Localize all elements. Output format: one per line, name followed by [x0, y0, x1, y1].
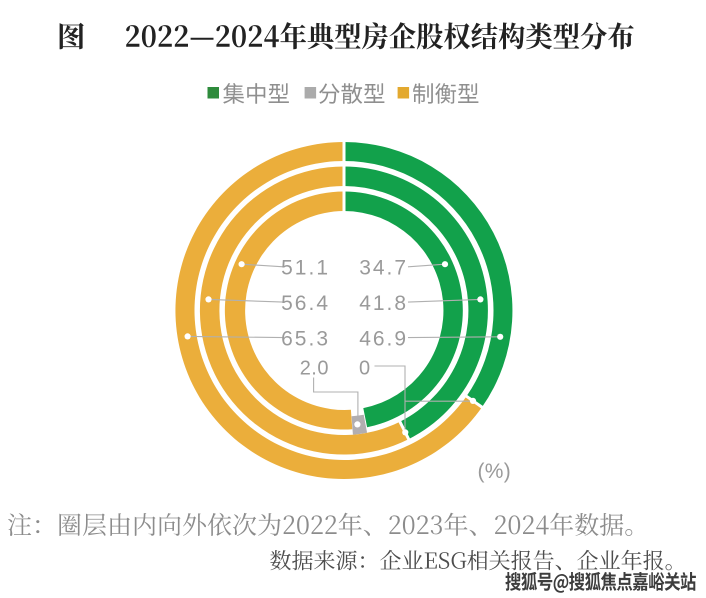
- svg-text:51.1: 51.1: [281, 257, 330, 280]
- svg-text:0: 0: [359, 358, 371, 380]
- svg-text:2.0: 2.0: [300, 358, 329, 380]
- svg-text:65.3: 65.3: [281, 327, 330, 350]
- svg-text:41.8: 41.8: [359, 292, 408, 315]
- svg-text:34.7: 34.7: [359, 257, 408, 280]
- svg-text:56.4: 56.4: [281, 292, 330, 315]
- svg-text:(%): (%): [478, 460, 512, 483]
- svg-text:46.9: 46.9: [359, 327, 408, 350]
